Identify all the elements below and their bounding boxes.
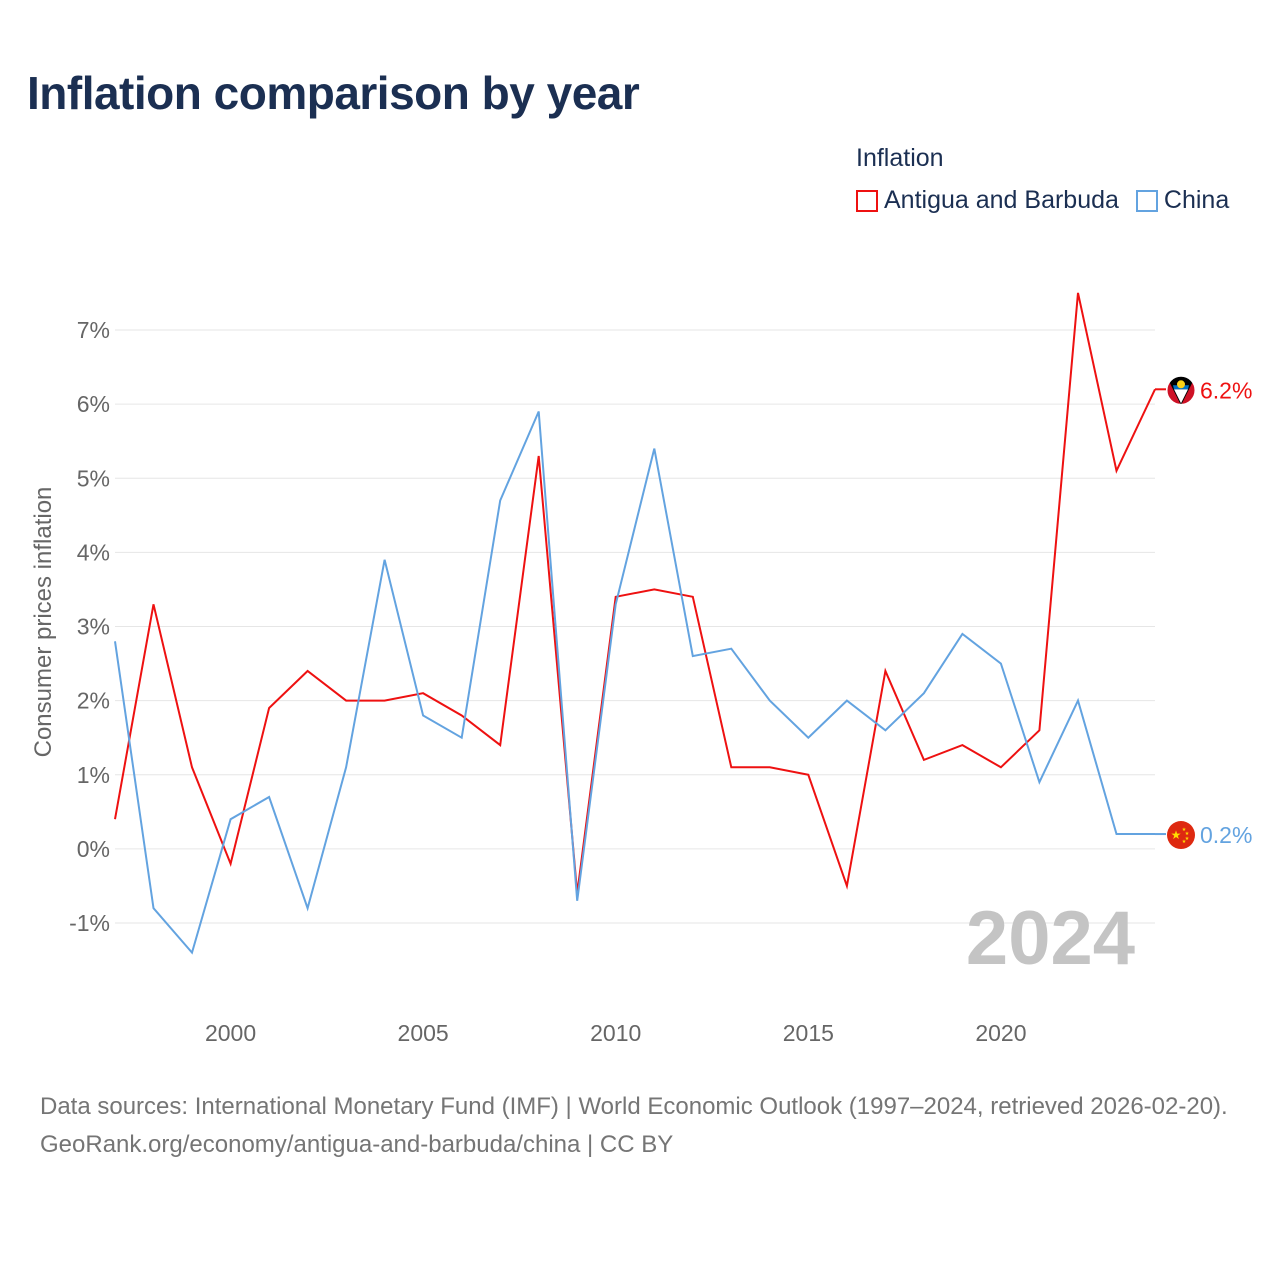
svg-text:★: ★ xyxy=(1182,839,1187,845)
x-tick-label: 2000 xyxy=(205,1020,256,1046)
x-tick-label: 2020 xyxy=(975,1020,1026,1046)
y-tick-label: 0% xyxy=(77,836,110,862)
legend-item-antigua[interactable]: Antigua and Barbuda xyxy=(856,186,1119,215)
chart-title: Inflation comparison by year xyxy=(27,67,640,119)
legend-item-china[interactable]: China xyxy=(1135,186,1230,215)
series-line-china[interactable] xyxy=(114,411,1155,955)
svg-text:★: ★ xyxy=(1185,836,1190,842)
y-tick-label: 5% xyxy=(77,465,110,491)
x-tick-label: 2015 xyxy=(783,1020,834,1046)
y-tick-label: -1% xyxy=(69,910,110,936)
y-tick-label: 4% xyxy=(77,539,110,565)
x-axis-ticks: 2000 2005 2010 2015 2020 xyxy=(205,1020,1027,1046)
year-watermark: 2024 xyxy=(966,896,1135,981)
antigua-and-barbuda-flag-icon xyxy=(1166,375,1196,405)
credit-link[interactable]: GeoRank.org/economy/antigua-and-barbuda/… xyxy=(40,1131,674,1158)
svg-text:★: ★ xyxy=(1185,831,1190,837)
data-sources: Data sources: International Monetary Fun… xyxy=(40,1093,1228,1120)
footer: Data sources: International Monetary Fun… xyxy=(40,1088,1250,1164)
china-flag-icon: ★ ★★★★ xyxy=(1167,821,1195,850)
y-tick-label: 3% xyxy=(77,614,110,640)
end-value-label: 6.2% xyxy=(1200,377,1252,403)
y-tick-label: 7% xyxy=(77,317,110,343)
legend-swatch-antigua xyxy=(856,189,878,212)
legend-swatch-china xyxy=(1135,189,1158,212)
svg-text:★: ★ xyxy=(1171,828,1182,842)
x-tick-label: 2005 xyxy=(398,1020,449,1046)
series-layer xyxy=(114,292,1156,955)
series-line-antigua[interactable] xyxy=(114,292,1156,894)
line-chart: -1% 0% 1% 2% 3% 4% 5% 6% 7% 2000 2005 2010 2015 2020… xyxy=(30,292,1252,1046)
legend-title: Inflation xyxy=(856,144,944,172)
end-labels: 6.2% ★ ★★★★ 0.2% xyxy=(1155,375,1252,850)
end-value-label: 0.2% xyxy=(1200,822,1252,848)
legend-label-china: China xyxy=(1163,186,1230,214)
y-axis-label: Consumer prices inflation xyxy=(30,487,57,758)
legend: Antigua and Barbuda China xyxy=(856,186,1229,215)
y-axis-ticks: -1% 0% 1% 2% 3% 4% 5% 6% 7% xyxy=(69,317,110,936)
legend-label-antigua: Antigua and Barbuda xyxy=(884,186,1119,214)
y-tick-label: 2% xyxy=(77,688,110,714)
svg-text:★: ★ xyxy=(1182,827,1187,833)
y-tick-label: 1% xyxy=(77,762,110,788)
x-tick-label: 2010 xyxy=(590,1020,641,1046)
y-tick-label: 6% xyxy=(77,391,110,417)
gridlines xyxy=(115,329,1155,924)
